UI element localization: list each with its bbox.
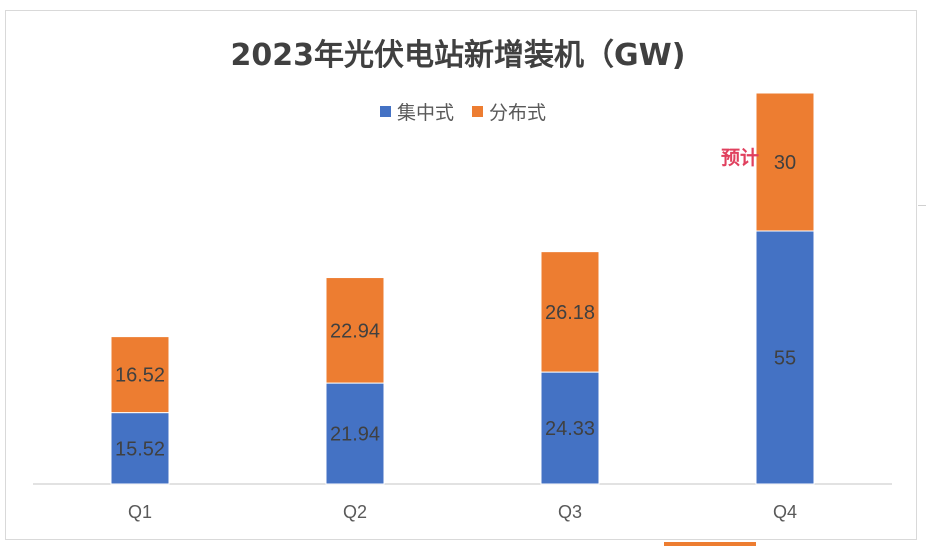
x-tick-label-q3: Q3 bbox=[558, 502, 582, 522]
bar-segment-centralized-q2[interactable] bbox=[325, 382, 385, 485]
bar-segment-distributed-q2[interactable] bbox=[325, 277, 385, 384]
data-label-distributed-q2: 22.94 bbox=[330, 320, 380, 342]
legend-label-centralized: 集中式 bbox=[396, 102, 454, 124]
data-label-centralized-q2: 21.94 bbox=[330, 424, 380, 446]
x-tick-label-q2: Q2 bbox=[343, 502, 367, 522]
data-label-centralized-q4: 55 bbox=[774, 348, 796, 370]
bar-segment-distributed-q3[interactable] bbox=[540, 251, 600, 373]
data-label-centralized-q3: 24.33 bbox=[545, 418, 595, 440]
data-label-distributed-q4: 30 bbox=[774, 152, 796, 174]
chart-title: 2023年光伏电站新增装机（GW) bbox=[230, 38, 686, 73]
edge-artifact-bar bbox=[664, 542, 756, 546]
edge-artifact-line bbox=[918, 205, 926, 206]
legend-swatch-centralized bbox=[379, 106, 391, 117]
bar-segment-distributed-q4[interactable] bbox=[755, 92, 815, 232]
legend-item-distributed[interactable]: 分布式 bbox=[472, 98, 546, 125]
bar-segment-distributed-q1[interactable] bbox=[110, 336, 170, 414]
legend-swatch-distributed bbox=[472, 106, 483, 117]
x-tick-label-q1: Q1 bbox=[128, 502, 152, 522]
data-label-distributed-q3: 26.18 bbox=[545, 302, 595, 324]
bar-segment-centralized-q4[interactable] bbox=[755, 230, 815, 485]
legend-label-distributed: 分布式 bbox=[489, 102, 547, 124]
data-label-centralized-q1: 15.52 bbox=[115, 438, 165, 460]
x-tick-label-q4: Q4 bbox=[773, 502, 797, 522]
data-label-distributed-q1: 16.52 bbox=[115, 365, 165, 387]
legend: 集中式 分布式 bbox=[0, 98, 926, 125]
forecast-annotation: 预计 bbox=[720, 147, 759, 169]
legend-item-centralized[interactable]: 集中式 bbox=[379, 98, 454, 125]
bar-segment-centralized-q1[interactable] bbox=[110, 412, 170, 485]
